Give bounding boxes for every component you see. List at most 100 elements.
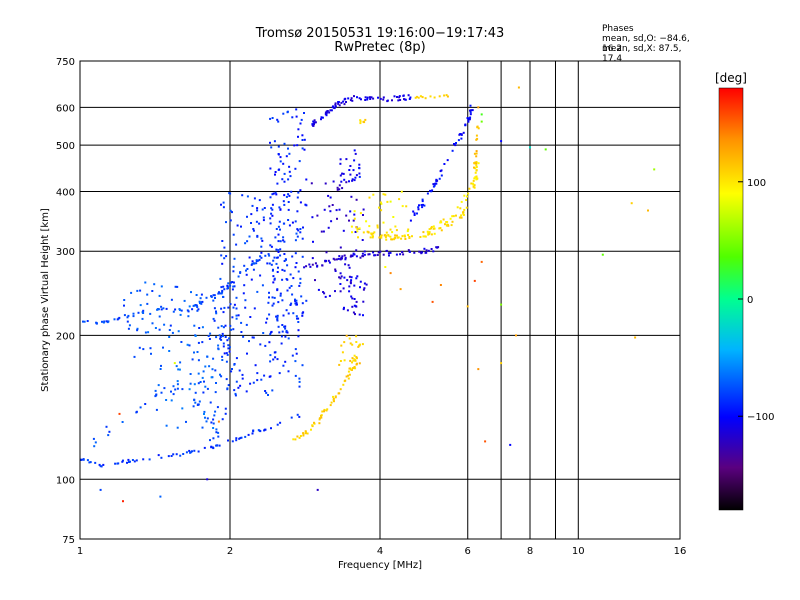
data-point [357,345,360,348]
data-point [352,311,355,314]
data-point [431,300,434,303]
data-point [127,327,130,330]
data-point [386,99,389,102]
data-point [274,171,277,173]
data-point [374,254,377,257]
data-point [358,97,361,100]
data-point [296,144,299,147]
data-point [196,351,199,353]
data-point [320,414,322,417]
data-point [225,360,228,363]
data-point [201,300,204,303]
data-point [209,332,212,335]
data-point [174,285,177,288]
data-point [83,320,86,323]
data-point [269,244,272,247]
data-point [358,313,361,316]
data-point [195,304,198,307]
data-point [188,344,191,347]
data-point [299,228,302,230]
data-point [308,263,311,266]
data-point [172,385,175,388]
data-point [372,97,375,100]
data-point [422,203,424,206]
data-point [227,282,230,285]
data-point [298,160,301,163]
data-point [455,142,457,144]
data-point [469,113,472,116]
data-point [286,289,289,292]
data-point [365,283,368,286]
data-point [465,199,468,201]
data-point [400,190,403,193]
data-point [82,320,84,323]
data-point [301,312,304,315]
data-point [469,116,472,119]
data-point [215,431,218,434]
data-point [139,406,142,409]
data-point [509,443,512,446]
data-point [475,178,478,180]
data-point [339,360,342,362]
data-point [251,204,254,207]
data-point [197,308,200,311]
data-point [142,458,145,461]
data-point [222,285,225,288]
data-point [351,361,353,364]
data-point [393,238,395,241]
data-point [324,111,327,114]
data-point [460,200,463,203]
data-point [376,254,379,256]
data-point [340,180,343,183]
data-point [402,253,405,256]
data-point [339,277,342,280]
data-point [428,231,431,234]
data-point [353,149,356,152]
data-point [240,331,243,333]
data-point [336,217,338,220]
data-point [299,201,302,204]
data-point [475,150,478,153]
data-point [350,368,352,371]
data-point [269,360,272,363]
data-point [217,420,220,423]
data-point [246,268,249,270]
data-point [126,461,128,464]
data-point [446,159,449,162]
data-point [237,386,240,389]
data-point [378,206,380,209]
data-point [211,368,214,371]
data-point [256,290,259,293]
data-point [333,106,336,109]
data-point [295,108,298,111]
data-point [139,289,142,292]
data-point [385,234,387,237]
data-point [214,297,216,299]
data-point [212,317,215,320]
data-point [252,229,255,232]
data-point [157,454,160,457]
data-point [290,416,293,419]
data-point [107,320,110,323]
data-point [340,275,343,278]
data-point [355,300,358,303]
data-point [253,262,255,265]
data-point [352,169,355,172]
data-point [94,441,97,444]
data-point [191,308,194,311]
data-point [601,253,604,256]
y-tick-label: 100 [56,475,75,486]
data-point [167,455,170,458]
data-point [296,210,299,213]
data-point [281,178,284,181]
data-point [288,165,291,168]
data-point [228,337,231,340]
data-point [279,292,282,295]
data-point [342,383,345,386]
data-point [276,289,279,292]
data-point [424,235,426,238]
data-point [275,228,278,230]
data-point [385,238,388,241]
data-point [355,255,358,258]
x-axis-label: Frequency [MHz] [338,560,422,571]
